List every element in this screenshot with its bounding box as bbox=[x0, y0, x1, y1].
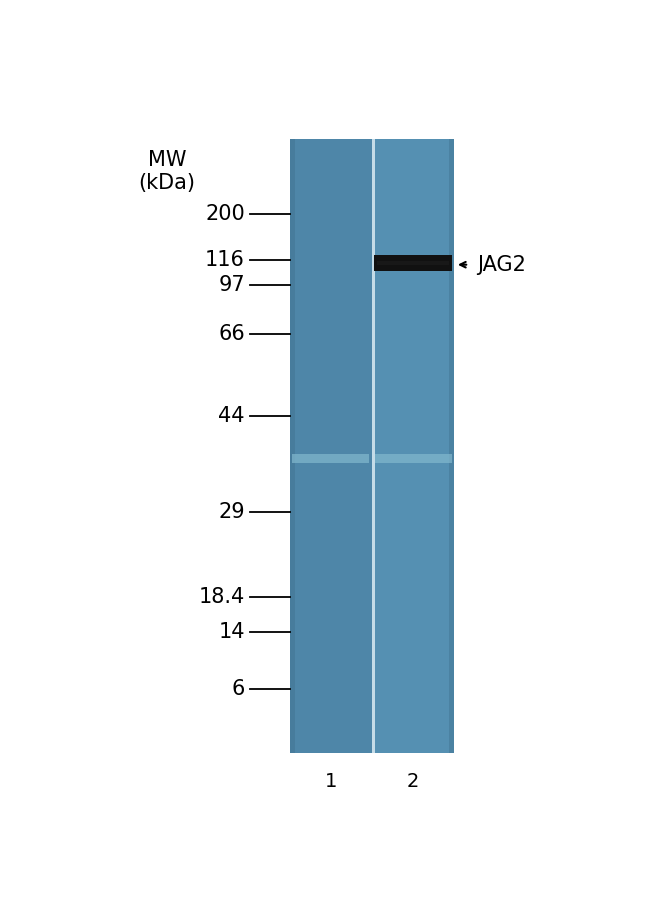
Text: 200: 200 bbox=[205, 204, 245, 223]
Bar bbox=[291, 139, 295, 753]
Text: 14: 14 bbox=[218, 622, 245, 643]
Text: 44: 44 bbox=[218, 406, 245, 426]
Bar bbox=[374, 255, 452, 271]
Text: 6: 6 bbox=[231, 680, 245, 699]
Text: 2: 2 bbox=[406, 772, 419, 791]
Text: 29: 29 bbox=[218, 502, 245, 522]
Bar bbox=[292, 454, 369, 463]
Bar bbox=[372, 139, 376, 753]
Bar bbox=[291, 139, 372, 753]
Bar bbox=[376, 139, 454, 753]
Text: 116: 116 bbox=[205, 250, 245, 270]
Bar bbox=[376, 454, 452, 463]
Text: MW
(kDa): MW (kDa) bbox=[138, 149, 196, 193]
Text: 18.4: 18.4 bbox=[199, 587, 245, 607]
Text: 66: 66 bbox=[218, 325, 245, 344]
Text: JAG2: JAG2 bbox=[476, 254, 526, 275]
Text: 1: 1 bbox=[324, 772, 337, 791]
Bar bbox=[449, 139, 454, 753]
Text: 97: 97 bbox=[218, 275, 245, 294]
Bar bbox=[377, 261, 449, 266]
